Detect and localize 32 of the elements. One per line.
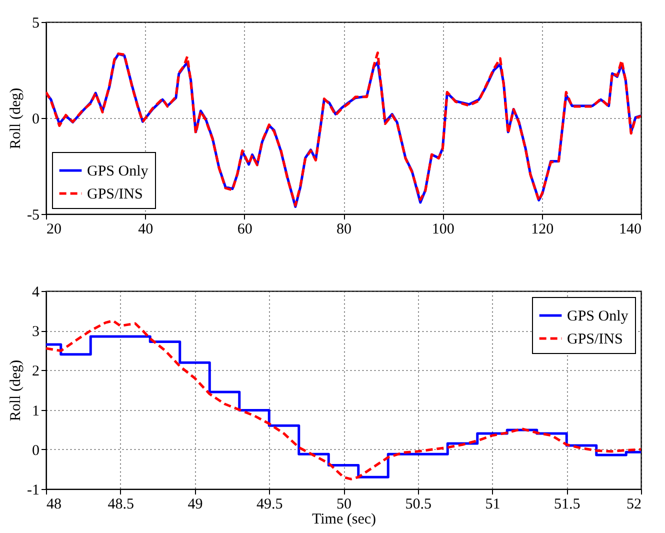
x-tick-label: 52: [626, 496, 642, 512]
y-tick-label: 3: [32, 324, 40, 340]
x-tick-label: 120: [531, 222, 554, 238]
y-axis-title: Roll (deg): [8, 360, 24, 422]
y-tick-label: -1: [27, 482, 40, 498]
y-tick-label: 1: [32, 403, 40, 420]
legend-label: GPS Only: [567, 308, 629, 324]
y-tick-label: 0: [32, 442, 40, 459]
x-tick-label: 49.5: [256, 496, 283, 512]
x-tick-label: 51.5: [554, 496, 580, 512]
y-tick-label: 0: [32, 112, 40, 128]
x-tick-label: 50.5: [405, 496, 432, 512]
legend-label: GPS Only: [87, 164, 149, 180]
x-tick-label: 48.5: [108, 496, 134, 512]
x-tick-label: 80: [336, 222, 352, 238]
x-tick-label: 20: [46, 222, 62, 238]
x-tick-label: 60: [237, 222, 252, 238]
x-tick-label: 51: [485, 496, 500, 512]
legend-label: GPS/INS: [567, 332, 623, 348]
y-tick-label: 2: [32, 364, 40, 380]
y-tick-label: 4: [32, 284, 40, 300]
legend-label: GPS/INS: [87, 186, 143, 202]
x-tick-label: 50: [336, 496, 352, 512]
x-tick-label: 100: [432, 222, 454, 238]
x-axis-title: Time (sec): [312, 512, 376, 528]
x-tick-label: 48: [46, 496, 62, 512]
y-axis-title: Roll (deg): [8, 88, 24, 150]
y-tick-label: 5: [32, 16, 40, 32]
x-tick-label: 140: [619, 222, 642, 238]
x-tick-label: 49: [188, 496, 203, 512]
x-tick-label: 40: [138, 222, 154, 238]
y-tick-label: -5: [27, 208, 40, 224]
